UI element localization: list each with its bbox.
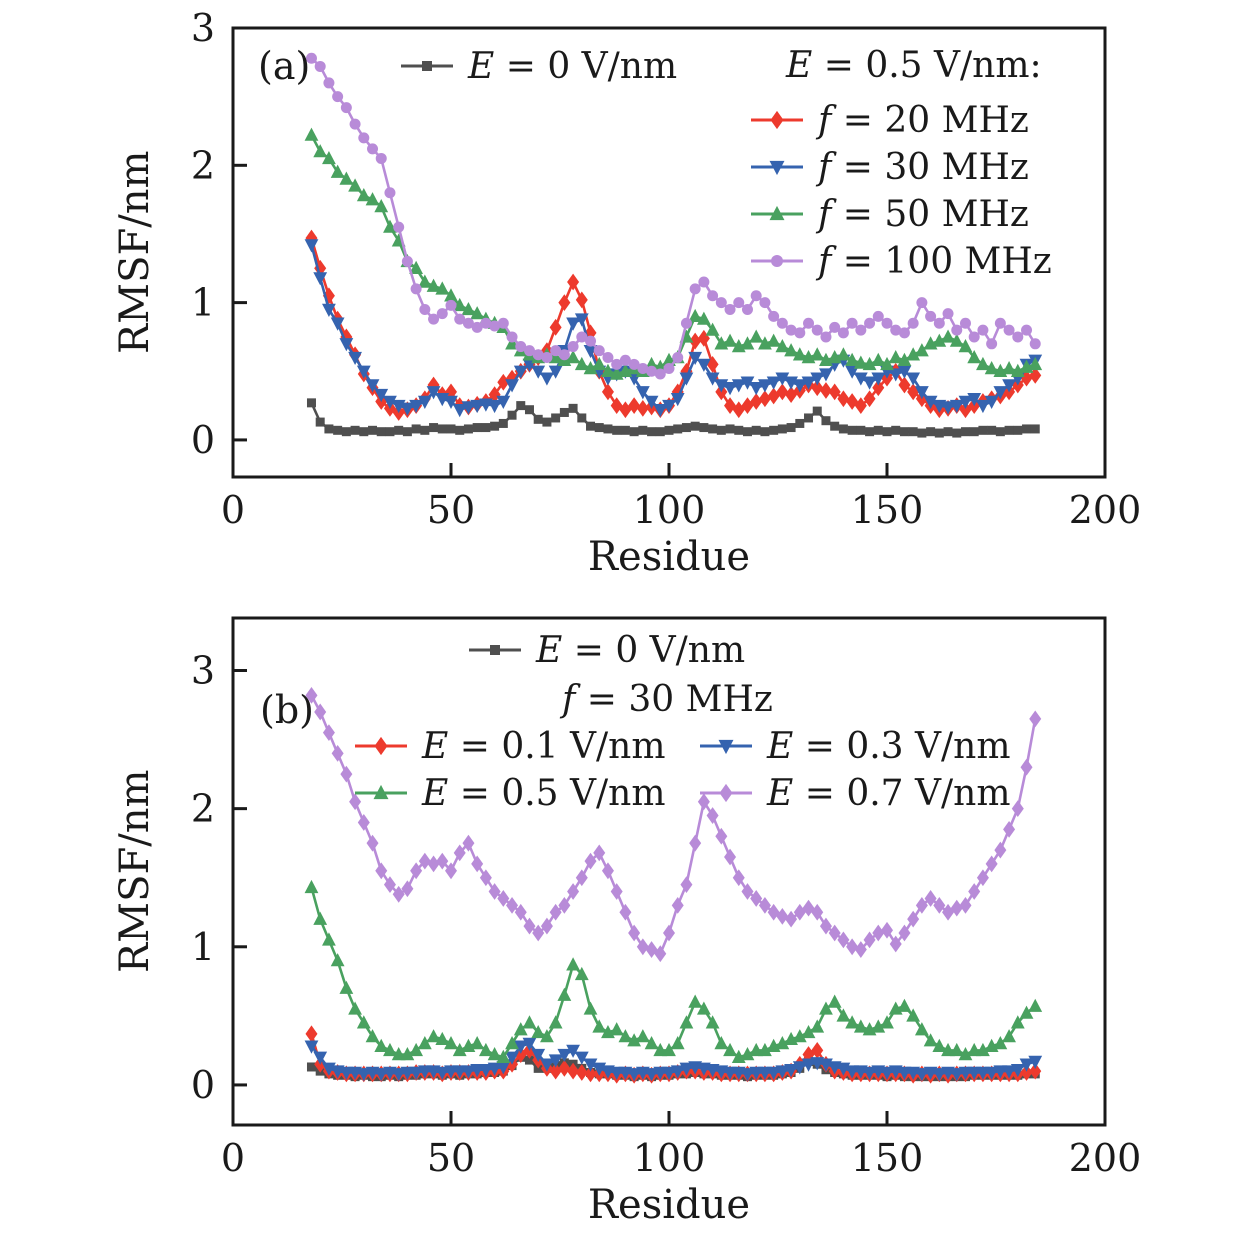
legend-b-subheader-f30: f = 30 MHz (562, 679, 773, 720)
x-tick-label: 50 (427, 488, 475, 532)
legend-a-label-f50: f = 50 MHz (818, 193, 1029, 235)
panel-a-y-axis-title: RMSF/nm (112, 150, 158, 355)
panel-a-label: (a) (258, 44, 311, 88)
legend-b-row-e0: E = 0 V/nm (466, 629, 746, 671)
x-tick-label: 200 (1069, 488, 1142, 532)
legend-a-header-e05: E = 0.5 V/nm: (786, 45, 1042, 86)
series-f-100-mhz (305, 52, 1041, 380)
legend-a-row-f30: f = 30 MHz (748, 146, 1029, 188)
y-tick-label: 2 (191, 787, 215, 831)
x-tick-label: 50 (427, 1136, 475, 1180)
y-tick-label: 0 (191, 418, 215, 462)
panel-b-y-axis-title: RMSF/nm (112, 769, 158, 974)
legend-a-label-f100: f = 100 MHz (818, 240, 1052, 282)
x-tick-label: 150 (851, 488, 924, 532)
legend-b-row-e07: E = 0.7 V/nm (697, 772, 1011, 814)
legend-a-row-e0: E = 0 V/nm (398, 45, 678, 87)
legend-key-triangle-up-green-icon (748, 199, 806, 229)
y-tick-label: 0 (191, 1063, 215, 1107)
legend-a-row-f100: f = 100 MHz (748, 240, 1052, 282)
legend-b-label-e03: E = 0.3 V/nm (767, 725, 1011, 767)
x-tick-label: 150 (851, 1136, 924, 1180)
series-e-0-5-v-nm (304, 879, 1043, 1064)
legend-a-row-f20: f = 20 MHz (748, 99, 1029, 141)
legend-key-diamond-red-icon (748, 105, 806, 135)
legend-b-label-e01: E = 0.1 V/nm (422, 725, 666, 767)
series-f-50-mhz (304, 127, 1043, 380)
y-tick-label: 1 (191, 281, 215, 325)
panel-a-x-axis-title: Residue (587, 534, 751, 580)
legend-b-row-e01: E = 0.1 V/nm (352, 725, 666, 767)
panel-b-x-axis-title: Residue (587, 1182, 751, 1228)
legend-b-row-e03: E = 0.3 V/nm (697, 725, 1011, 767)
legend-a-row-f50: f = 50 MHz (748, 193, 1029, 235)
legend-b-label-e07: E = 0.7 V/nm (767, 772, 1011, 814)
x-tick-label: 100 (633, 488, 706, 532)
legend-key-diamond-purple-icon (697, 778, 755, 808)
y-tick-label: 3 (191, 6, 215, 50)
series-e-0-7-v-nm (305, 686, 1042, 963)
x-tick-label: 100 (633, 1136, 706, 1180)
legend-b-label-e05: E = 0.5 V/nm (422, 772, 666, 814)
x-tick-label: 0 (221, 1136, 245, 1180)
legend-key-triangle-down-blue-icon (748, 152, 806, 182)
y-tick-label: 3 (191, 648, 215, 692)
panel-b-label: (b) (260, 688, 314, 732)
panel-a-chart: 0 50 100 150 200 0 1 2 3 (191, 6, 1141, 532)
x-tick-label: 0 (221, 488, 245, 532)
legend-key-square-gray-icon (466, 635, 524, 665)
y-tick-label: 2 (191, 143, 215, 187)
legend-key-circle-purple-icon (748, 246, 806, 276)
series-e-0-v-nm (306, 398, 1040, 438)
legend-b-label-e0: E = 0 V/nm (536, 629, 746, 671)
panel-b-chart: 0 50 100 150 200 0 1 2 3 (191, 616, 1142, 1180)
legend-b-row-e05: E = 0.5 V/nm (352, 772, 666, 814)
legend-a-label-f20: f = 20 MHz (818, 99, 1029, 141)
legend-key-triangle-down-blue-icon (697, 731, 755, 761)
legend-a-label-f30: f = 30 MHz (818, 146, 1029, 188)
legend-key-triangle-up-green-icon (352, 778, 410, 808)
legend-key-diamond-red-icon (352, 731, 410, 761)
legend-key-square-gray-icon (398, 51, 456, 81)
x-tick-label: 200 (1069, 1136, 1142, 1180)
y-tick-label: 1 (191, 925, 215, 969)
series-e-0-3-v-nm (304, 1037, 1043, 1082)
legend-a-label-e0: E = 0 V/nm (468, 45, 678, 87)
